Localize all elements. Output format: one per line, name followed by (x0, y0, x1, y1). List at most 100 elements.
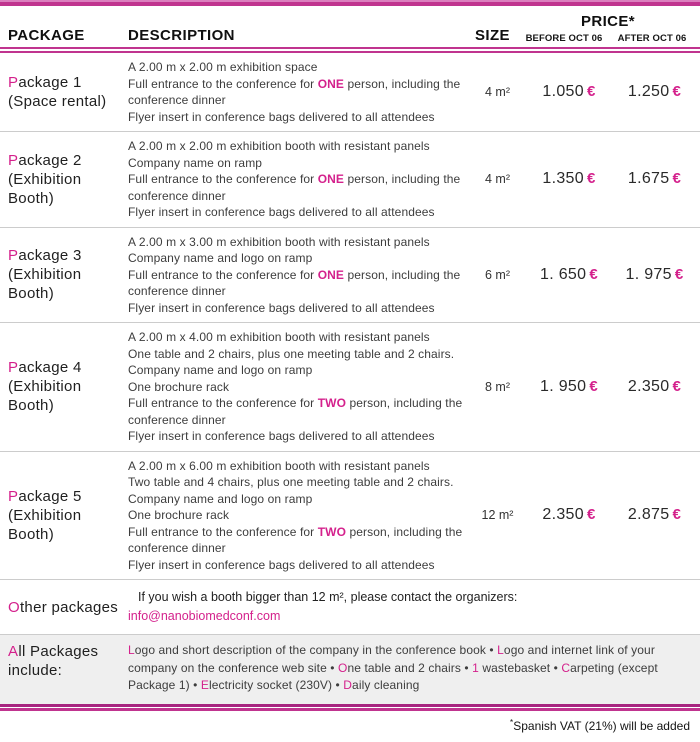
price-amount: 1.350 (542, 170, 584, 188)
package-name: Package 2 (Exhibition Booth) (0, 151, 128, 208)
text-segment: ONE (317, 172, 345, 186)
bottom-rule (0, 703, 700, 711)
package-rows: Package 1 (Space rental) A 2.00 m x 2.00 m… (0, 53, 700, 579)
description-line: Flyer insert in conference bags delivere… (128, 204, 466, 221)
header-price-sublabels: BEFORE OCT 06 AFTER OCT 06 (520, 33, 696, 44)
text-segment: One table and 2 chairs, plus one meeting… (128, 346, 455, 361)
description-line: A 2.00 m x 4.00 m exhibition booth with … (128, 329, 466, 346)
text-segment: D (343, 678, 353, 692)
package-name-text: ackage 4 (18, 359, 82, 377)
package-description: A 2.00 m x 2.00 m exhibition space Full e… (128, 59, 470, 125)
text-segment: C (561, 660, 571, 675)
euro-sign: € (589, 265, 598, 283)
header-before-oct: BEFORE OCT 06 (525, 33, 603, 44)
package-initial: P (8, 247, 19, 265)
description-line: A 2.00 m x 2.00 m exhibition space (128, 59, 466, 76)
size-value: 12 m² (481, 508, 514, 523)
package-row: Package 2 (Exhibition Booth) A 2.00 m x 2.0… (0, 131, 700, 227)
package-initial: P (8, 487, 19, 505)
text-segment: ONE (317, 267, 345, 282)
text-segment: Company name and logo on ramp (128, 251, 313, 265)
price-amount: 1.250 (627, 83, 670, 100)
other-packages-row: Other packages If you wish a booth bigge… (0, 579, 700, 634)
euro-sign: € (586, 83, 596, 100)
price-amount: 2.875 (627, 506, 670, 524)
text-segment: TWO (317, 524, 347, 539)
size-value: 6 m² (485, 267, 510, 282)
price-after: 1.675 € (613, 170, 696, 188)
euro-sign: € (672, 506, 682, 524)
description-line: Full entrance to the conference for TWO … (128, 395, 466, 428)
text-segment: Full entrance to the conference for (128, 524, 318, 539)
header-price: PRICE* (580, 13, 636, 30)
text-segment: Company name and logo on ramp (128, 491, 313, 506)
title-rest: ll Packages (18, 643, 99, 660)
table-header: PACKAGE DESCRIPTION SIZE PRICE* BEFORE O… (0, 6, 700, 47)
price-before: 1. 950 € (525, 378, 613, 396)
top-rule (0, 0, 700, 6)
package-subtitle: Booth) (8, 189, 54, 207)
description-line: Two table and 4 chairs, plus one meeting… (128, 474, 466, 491)
description-line: Company name and logo on ramp (128, 491, 466, 508)
price-amount: 1. 975 (625, 265, 672, 283)
price-before: 1.350 € (525, 170, 613, 188)
text-segment: Company name on ramp (128, 155, 263, 170)
header-package: PACKAGE (8, 27, 85, 44)
text-segment: person, including the conference dinner (128, 76, 461, 108)
price-amount: 1. 650 (540, 265, 587, 283)
package-name-text: ackage 2 (18, 151, 82, 169)
price-after: 1.250 € (613, 83, 696, 101)
email-link[interactable]: info@nanobiomedconf.com (128, 609, 281, 623)
euro-sign: € (672, 377, 682, 395)
title-initial: A (8, 643, 19, 660)
description-line: Flyer insert in conference bags delivere… (128, 300, 466, 317)
description-line: Flyer insert in conference bags delivere… (128, 557, 466, 574)
description-line: One brochure rack (128, 379, 466, 396)
description-line: Full entrance to the conference for ONE … (128, 76, 466, 109)
price-before: 1. 650 € (525, 266, 613, 284)
package-name: Package 4 (Exhibition Booth) (0, 358, 128, 415)
text-segment: A 2.00 m x 2.00 m exhibition booth with … (128, 139, 430, 153)
text-segment: TWO (317, 396, 347, 410)
text-segment: A 2.00 m x 4.00 m exhibition booth with … (128, 330, 430, 344)
package-subtitle: (Exhibition (8, 378, 82, 396)
text-segment: Flyer insert in conference bags delivere… (128, 109, 435, 124)
text-segment: L (128, 643, 135, 657)
description-line: Flyer insert in conference bags delivere… (128, 109, 466, 126)
euro-sign: € (589, 377, 598, 395)
description-line: Company name on ramp (128, 155, 466, 172)
description-line: Full entrance to the conference for TWO … (128, 524, 466, 557)
package-description: A 2.00 m x 2.00 m exhibition booth with … (128, 138, 470, 221)
other-packages-note: If you wish a booth bigger than 12 m², p… (138, 590, 518, 604)
text-segment: Full entrance to the conference for (128, 267, 318, 282)
text-segment: E (200, 678, 209, 692)
description-line: A 2.00 m x 6.00 m exhibition booth with … (128, 458, 466, 475)
text-segment: ogo and short description of the company… (134, 643, 498, 657)
size-value: 4 m² (485, 172, 510, 187)
package-name-text: ackage 5 (18, 487, 82, 505)
text-segment: Flyer insert in conference bags delivere… (128, 205, 435, 219)
text-segment: ne table and 2 chairs • (347, 660, 473, 675)
size-value: 4 m² (485, 85, 510, 99)
package-name-text: ackage 3 (18, 247, 82, 265)
package-subtitle: Booth) (8, 397, 54, 415)
text-segment: Flyer insert in conference bags delivere… (128, 300, 435, 315)
header-size: SIZE (475, 27, 510, 44)
price-after: 2.875 € (613, 506, 696, 524)
description-line: Company name and logo on ramp (128, 250, 466, 267)
package-name: Package 3 (Exhibition Booth) (0, 246, 128, 303)
euro-sign: € (586, 506, 596, 524)
text-segment: Company name and logo on ramp (128, 363, 313, 377)
price-before: 1.050 € (525, 83, 613, 101)
price-amount: 1. 950 (540, 377, 587, 395)
text-segment: Two table and 4 chairs, plus one meeting… (128, 475, 454, 489)
package-row: Package 1 (Space rental) A 2.00 m x 2.00 m… (0, 53, 700, 131)
package-initial: P (8, 74, 19, 91)
text-segment: wastebasket • (478, 660, 562, 675)
description-line: A 2.00 m x 2.00 m exhibition booth with … (128, 138, 466, 155)
header-price-group: PRICE* BEFORE OCT 06 AFTER OCT 06 (520, 13, 696, 44)
package-subtitle: (Space rental) (8, 93, 107, 110)
package-description: A 2.00 m x 4.00 m exhibition booth with … (128, 329, 470, 445)
text-segment: A 2.00 m x 2.00 m exhibition space (128, 60, 318, 74)
header-bottom-rule (0, 47, 700, 53)
